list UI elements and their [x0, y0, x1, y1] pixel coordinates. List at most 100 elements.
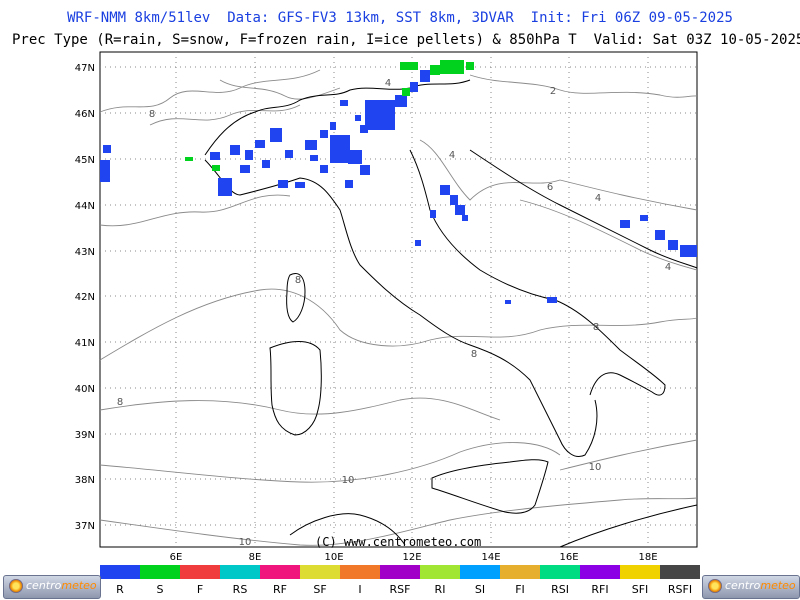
logo-text: centro: [26, 579, 62, 592]
model-info-title: WRF-NMM 8km/51lev Data: GFS-FV3 13km, SS…: [67, 10, 733, 26]
lat-label: 44N: [75, 201, 95, 212]
precip-cell: [655, 230, 665, 240]
lat-label: 38N: [75, 475, 95, 486]
legend-label-ri: RI: [434, 583, 446, 596]
precip-cell: [680, 245, 697, 257]
precip-cell: [320, 130, 328, 138]
copyright-notice: (C) www.centrometeo.com: [315, 535, 482, 549]
legend-label-rsi: RSI: [551, 583, 569, 596]
logo-text-accent: meteo: [61, 579, 97, 592]
precip-cell: [355, 115, 361, 121]
lat-label: 39N: [75, 430, 95, 441]
legend-label-rsf: RSF: [389, 583, 411, 596]
legend-swatch-rsfi: [660, 565, 700, 579]
lat-label: 41N: [75, 338, 95, 349]
legend-swatch-si: [460, 565, 500, 579]
legend-swatch-sf: [300, 565, 340, 579]
centrometeo-logo-left[interactable]: centrometeo: [3, 575, 101, 599]
precip-cell: [100, 160, 110, 182]
precip-cell: [230, 145, 240, 155]
lat-label: 37N: [75, 521, 95, 532]
legend-label-sf: SF: [313, 583, 327, 596]
lon-label: 18E: [638, 552, 657, 563]
precip-cell: [360, 165, 370, 175]
precip-cell: [262, 160, 270, 168]
precip-cell: [462, 215, 468, 221]
legend-swatch-ri: [420, 565, 460, 579]
legend-label-s: S: [156, 583, 164, 596]
legend-swatch-rsi: [540, 565, 580, 579]
contour-label: 8: [117, 397, 123, 408]
contour-label: 8: [295, 275, 301, 286]
precip-cell: [330, 122, 336, 130]
precip-cell: [330, 135, 350, 163]
precip-cell: [218, 178, 232, 196]
precip-cell: [440, 185, 450, 195]
legend-label-fi: FI: [515, 583, 525, 596]
legend-swatch-sfi: [620, 565, 660, 579]
legend-label-rfi: RFI: [591, 583, 609, 596]
contour-label: 4: [449, 150, 455, 161]
logo-sun-icon: [708, 579, 722, 593]
logo-sun-icon: [9, 579, 23, 593]
legend-label-sfi: SFI: [631, 583, 649, 596]
precip-cell: [103, 145, 111, 153]
precip-cell: [668, 240, 678, 250]
precip-cell: [395, 95, 407, 107]
precip-cell: [278, 180, 288, 188]
precip-cell: [285, 150, 293, 158]
lon-label: 12E: [402, 552, 421, 563]
legend-label-si: SI: [474, 583, 486, 596]
contour-label: 8: [471, 349, 477, 360]
contour-label: 2: [550, 86, 556, 97]
legend-label-f: F: [196, 583, 204, 596]
lon-label: 16E: [559, 552, 578, 563]
map-frame: [99, 51, 698, 548]
legend-swatch-r: [100, 565, 140, 579]
contour-label: 8: [593, 322, 599, 333]
legend-label-rf: RF: [273, 583, 287, 596]
precip-cell: [348, 150, 362, 164]
precip-cell: [270, 128, 282, 142]
precip-cell: [402, 88, 410, 96]
precip-cell: [430, 65, 440, 75]
precip-cell: [440, 60, 464, 74]
product-title: Prec Type (R=rain, S=snow, F=frozen rain…: [12, 32, 800, 48]
lat-label: 42N: [75, 292, 95, 303]
precip-cell: [360, 125, 368, 133]
precip-cell: [505, 300, 511, 304]
precip-cell: [295, 182, 305, 188]
legend-swatch-rfi: [580, 565, 620, 579]
contour-label: 6: [547, 182, 553, 193]
lon-label: 10E: [324, 552, 343, 563]
precip-cell: [240, 165, 250, 173]
logo-text-accent: meteo: [760, 579, 796, 592]
legend-swatch-rs: [220, 565, 260, 579]
contour-label: 4: [665, 262, 671, 273]
precip-cell: [410, 82, 418, 92]
precip-cell: [466, 62, 474, 70]
precip-cell: [415, 240, 421, 246]
precip-cell: [640, 215, 648, 221]
precip-cell: [185, 157, 193, 161]
lat-label: 46N: [75, 109, 95, 120]
legend-swatch-rsf: [380, 565, 420, 579]
contour-value-labels: 8 2 4 4 4 6 4 8 8 8 8 10 10 10: [117, 78, 671, 548]
precip-cell: [400, 62, 418, 70]
precip-cell: [420, 70, 430, 82]
lon-label: 14E: [481, 552, 500, 563]
precipitation-type-pixels: [100, 60, 697, 304]
contour-label: 4: [595, 193, 601, 204]
lat-label: 47N: [75, 63, 95, 74]
contour-label: 10: [342, 475, 355, 486]
lat-label: 43N: [75, 247, 95, 258]
contour-label: 10: [589, 462, 602, 473]
legend-swatch-fi: [500, 565, 540, 579]
longitude-labels: 6E 8E 10E 12E 14E 16E 18E: [170, 552, 658, 563]
centrometeo-logo-right[interactable]: centrometeo: [702, 575, 800, 599]
lat-label: 40N: [75, 384, 95, 395]
logo-text: centro: [725, 579, 761, 592]
latitude-labels: 47N 46N 45N 44N 43N 42N 41N 40N 39N 38N 37N: [75, 63, 95, 532]
precip-cell: [310, 155, 318, 161]
